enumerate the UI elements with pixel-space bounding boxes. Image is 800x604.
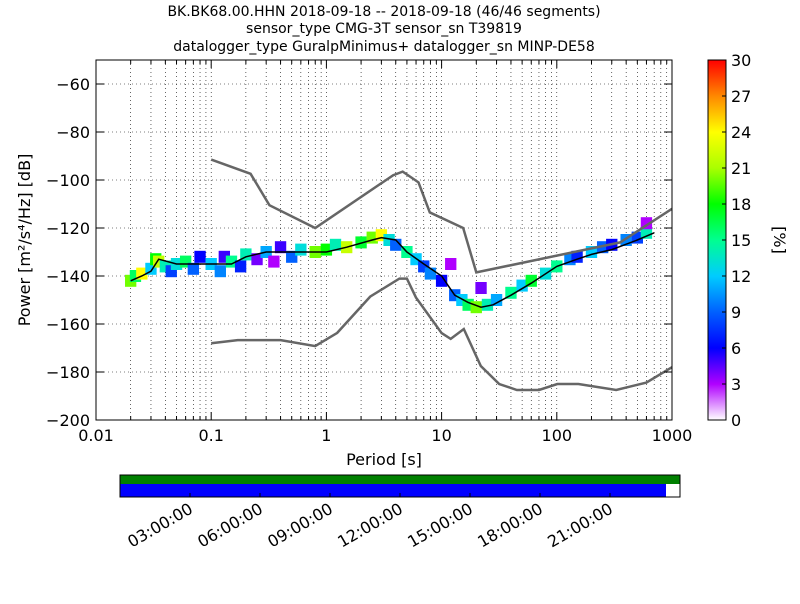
chart-title-line-1: BK.BK68.00.HHN 2018-09-18 -- 2018-09-18 … — [167, 4, 600, 20]
histogram-cell — [218, 250, 230, 263]
colorbar-tick-label: 0 — [731, 411, 741, 430]
histogram-cell — [179, 255, 192, 268]
plot-frame — [95, 59, 673, 421]
timeline-tick-label: 15:00:00 — [404, 499, 476, 551]
histogram-cell — [640, 217, 653, 230]
histogram-cell — [505, 286, 517, 299]
histogram-cell — [571, 250, 583, 263]
histogram-cell — [129, 270, 142, 282]
histogram-cell — [295, 243, 307, 256]
timeline-tick-label: 03:00:00 — [124, 499, 196, 551]
histogram-cell — [329, 238, 342, 251]
colorbar-tick-label: 12 — [731, 267, 751, 286]
histogram-cell — [525, 274, 537, 287]
colorbar-tick-label: 6 — [731, 339, 741, 358]
colorbar-tick-label: 9 — [731, 303, 741, 322]
histogram-cell — [159, 260, 172, 273]
y-tick-label: −180 — [46, 363, 90, 382]
coverage-bar — [120, 475, 680, 484]
colorbar-label: [%] — [770, 226, 789, 254]
histogram-cell — [424, 267, 437, 280]
histogram-cell — [251, 253, 263, 266]
chart-title-line-3: datalogger_type GuralpMinimus+ datalogge… — [173, 39, 594, 55]
timeline-tick-label: 12:00:00 — [334, 499, 406, 551]
histogram-cell — [490, 294, 503, 306]
noise-model-curves — [210, 158, 672, 392]
data-bar — [120, 484, 666, 497]
y-tick-label: −80 — [56, 123, 90, 142]
histogram-cell — [225, 255, 238, 268]
psd-plot-area: 0.01 0.1 1 10 100 1000 −200 −180 −160 −140 −120 −1… — [46, 59, 692, 445]
y-tick-label: −160 — [46, 315, 90, 334]
colorbar-tick-label: 21 — [731, 159, 751, 178]
x-axis-ticks: 0.01 0.1 1 10 100 1000 — [78, 60, 692, 445]
grid-lines — [96, 60, 672, 421]
histogram-cell — [145, 262, 157, 275]
x-tick-label: 0.01 — [78, 426, 114, 445]
histogram-cell — [475, 282, 487, 294]
timeline-tick-label: 18:00:00 — [474, 499, 546, 551]
x-tick-label: 10 — [431, 426, 451, 445]
histogram-cell — [375, 229, 388, 242]
y-tick-label: −120 — [46, 219, 90, 238]
histogram-cell — [366, 231, 378, 244]
histogram-cell — [631, 231, 643, 244]
histogram-cell — [445, 258, 457, 270]
y-axis-ticks: −200 −180 −160 −140 −120 −100 −80 −60 — [46, 75, 672, 430]
histogram-cell — [234, 260, 247, 273]
timeline-tick-label: 21:00:00 — [544, 499, 616, 551]
histogram-cell — [640, 226, 653, 239]
chart-title-line-2: sensor_type CMG-3T sensor_sn T39819 — [246, 21, 522, 37]
data-coverage-timeline: 03:00:0006:00:0009:00:0012:00:0015:00:00… — [119, 474, 681, 551]
histogram-cell — [585, 246, 598, 258]
histogram-cell — [564, 253, 576, 266]
histogram-cell — [214, 265, 226, 278]
x-axis-label: Period [s] — [346, 450, 422, 469]
colorbar-tick-label: 15 — [731, 231, 751, 250]
histogram-cell — [456, 294, 468, 306]
histogram-cell — [470, 301, 482, 314]
x-tick-label: 100 — [542, 426, 573, 445]
histogram-cell — [240, 248, 252, 261]
histogram-cell — [136, 267, 148, 280]
histogram-cell — [286, 250, 298, 263]
colorbar-tick-label: 24 — [731, 123, 751, 142]
y-tick-label: −140 — [46, 267, 90, 286]
histogram-cell — [194, 250, 206, 263]
colorbar: 0 3 6 9 12 15 18 21 24 27 30 [%] — [707, 51, 789, 430]
colorbar-tick-label: 30 — [731, 51, 751, 70]
histogram-cell — [462, 298, 474, 311]
x-tick-label: 1000 — [652, 426, 693, 445]
median-curve — [130, 232, 655, 308]
colorbar-tick-label: 27 — [731, 87, 751, 106]
histogram-cell — [418, 260, 430, 273]
colorbar-ticks: 0 3 6 9 12 15 18 21 24 27 30 — [722, 51, 751, 430]
histogram-cell — [435, 274, 448, 287]
histogram-cell — [390, 238, 402, 251]
histogram-cell — [165, 265, 177, 278]
timeline-tick-label: 09:00:00 — [264, 499, 336, 551]
histogram-cell — [274, 241, 287, 254]
x-tick-label: 0.1 — [198, 426, 223, 445]
y-axis-label: Power [m²/s⁴/Hz] [dB] — [15, 154, 34, 327]
histogram-cell — [320, 243, 333, 256]
y-tick-label: −60 — [56, 75, 90, 94]
y-tick-label: −100 — [46, 171, 90, 190]
timeline-ticks: 03:00:0006:00:0009:00:0012:00:0015:00:00… — [124, 493, 616, 551]
histogram-cell — [187, 262, 200, 275]
histogram-cell — [516, 279, 528, 292]
timeline-tick-label: 06:00:00 — [194, 499, 266, 551]
colorbar-tick-label: 18 — [731, 195, 751, 214]
noise-model-nhnm — [210, 158, 672, 274]
colorbar-tick-label: 3 — [731, 375, 741, 394]
noise-model-nlnm — [211, 277, 672, 392]
x-tick-label: 1 — [321, 426, 331, 445]
histogram-cell — [153, 255, 165, 268]
histogram-cell — [481, 298, 494, 311]
y-tick-label: −200 — [46, 411, 90, 430]
histogram-cell — [383, 234, 395, 246]
histogram-cell — [268, 255, 280, 268]
